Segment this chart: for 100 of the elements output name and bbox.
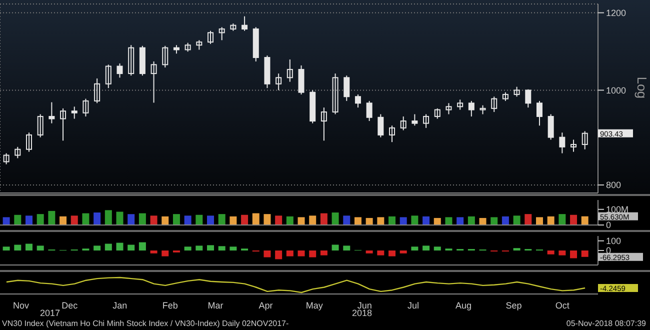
bar [36, 246, 44, 250]
candlestick [525, 88, 532, 108]
bar [70, 216, 78, 225]
bar [26, 244, 32, 250]
bar [128, 214, 135, 225]
candlestick [162, 45, 168, 68]
candlestick [389, 125, 396, 143]
x-tick-label: Jun [357, 300, 372, 310]
candlestick [3, 152, 10, 165]
bar [286, 216, 294, 225]
bar [196, 214, 203, 225]
bar [558, 214, 566, 225]
candlestick [94, 78, 100, 104]
candlestick [570, 139, 577, 152]
candlestick [582, 130, 588, 150]
y-tick-label: 800 [606, 180, 622, 190]
bar [264, 250, 271, 258]
bar [150, 216, 158, 225]
candlestick [536, 100, 542, 126]
bar [581, 250, 588, 257]
bar [241, 214, 248, 225]
bar [343, 246, 350, 250]
candlestick [48, 102, 55, 124]
bar [275, 250, 282, 260]
bar [309, 216, 316, 225]
candlestick [457, 99, 464, 110]
bar [162, 216, 169, 225]
bar [2, 246, 10, 250]
bar [298, 250, 305, 256]
x-tick-label: Sep [506, 300, 522, 310]
bar [60, 216, 67, 225]
x-tick-label: Mar [208, 300, 224, 310]
text: 05-Nov-2018 08:07:39 [566, 319, 646, 328]
candlestick [514, 86, 520, 98]
candlestick [276, 73, 282, 91]
bar [82, 213, 90, 225]
bar [309, 250, 316, 258]
bar [332, 212, 339, 225]
bar [388, 250, 396, 256]
candlestick [332, 73, 338, 115]
bar [422, 246, 430, 250]
candlestick [298, 64, 304, 95]
candlestick [105, 64, 112, 89]
bar [570, 250, 578, 258]
bar [94, 246, 101, 250]
bar [116, 242, 124, 250]
bar [218, 214, 226, 225]
bar [14, 244, 22, 250]
candlestick [491, 96, 498, 112]
bar [94, 212, 101, 225]
bar [275, 216, 282, 225]
bar [366, 250, 373, 254]
x-tick-label: Apr [258, 300, 273, 310]
bar [422, 216, 430, 225]
candlestick [71, 106, 78, 120]
bar [207, 245, 214, 250]
x-tick-label: Jul [407, 300, 420, 310]
bar [2, 217, 10, 225]
bar [138, 242, 146, 250]
bar [411, 246, 418, 250]
bar [14, 214, 22, 225]
candlestick [116, 62, 123, 78]
candlestick [344, 75, 350, 102]
y-tick-label: 100M [606, 204, 629, 215]
y-tick-label: 1200 [606, 8, 626, 18]
x-tick-label: Jan [112, 300, 128, 310]
candlestick [354, 94, 361, 108]
y-tick-label: 1000 [606, 85, 626, 96]
candlestick [14, 146, 21, 159]
bar [434, 246, 441, 250]
bar [230, 216, 237, 225]
y-tick-label: 0 [606, 220, 612, 230]
bar [456, 217, 464, 225]
bar [252, 213, 260, 225]
x-tick-label: Nov [13, 300, 30, 310]
text: VN30 Index (Vietnam Ho Chi Minh Stock Index / VN30-Index) Daily 02NOV2017- [2, 319, 289, 328]
candlestick [208, 30, 214, 44]
text: 2017 [40, 308, 60, 318]
bar [581, 216, 588, 225]
x-tick-label: May [306, 300, 324, 310]
candlestick [446, 102, 452, 115]
candlestick [37, 114, 44, 138]
bar [264, 214, 271, 225]
bar [230, 246, 237, 250]
candlestick [82, 98, 89, 117]
candlestick [434, 108, 440, 120]
bar [48, 210, 56, 225]
bar [547, 250, 554, 254]
candlestick [60, 108, 66, 142]
bar [377, 250, 384, 256]
bar [218, 246, 226, 250]
candlestick [378, 114, 384, 138]
bar [286, 250, 294, 256]
bar [207, 216, 214, 225]
candlestick [320, 107, 327, 142]
candlestick [559, 132, 566, 154]
bar [184, 216, 192, 225]
bar [184, 246, 192, 250]
bar [320, 250, 328, 256]
bar [366, 218, 373, 225]
